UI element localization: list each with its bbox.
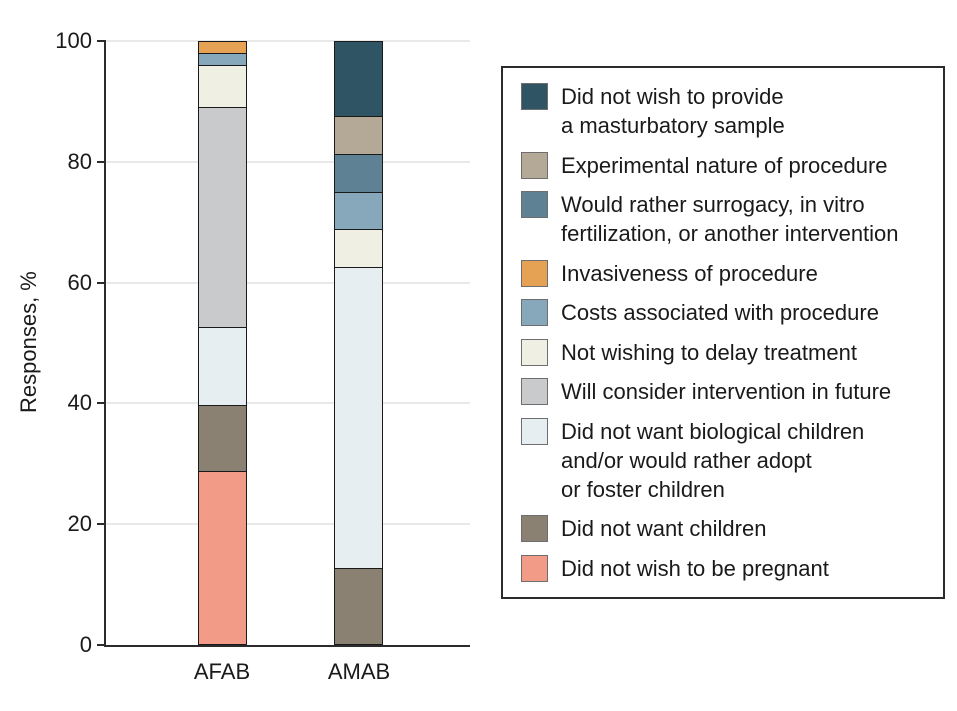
legend-label: Will consider intervention in future bbox=[561, 379, 892, 405]
bar-segment bbox=[199, 108, 246, 328]
legend-item: Did not want biological children and/or … bbox=[521, 417, 925, 504]
plot-area: 0 20 40 60 80 100 bbox=[55, 28, 470, 657]
legend-swatch-masturbatory-sample bbox=[521, 83, 548, 110]
bar-segment bbox=[199, 66, 246, 109]
legend-label: Would rather surrogacy, in vitro fertili… bbox=[561, 192, 899, 247]
legend-swatch-not-pregnant bbox=[521, 554, 548, 582]
legend-label: Invasiveness of procedure bbox=[561, 260, 818, 286]
gridline-80 bbox=[106, 160, 470, 163]
legend-swatch-costs bbox=[521, 299, 548, 327]
bar-segment bbox=[335, 42, 382, 118]
legend-item: Did not wish to provide a masturbatory s… bbox=[521, 82, 925, 140]
y-tick-label-40: 40 bbox=[67, 390, 92, 416]
legend-label: Did not want children bbox=[561, 516, 767, 542]
bar-afab bbox=[198, 41, 247, 645]
legend-item: Did not want children bbox=[521, 514, 925, 543]
y-tick-label-60: 60 bbox=[67, 269, 92, 295]
legend-item: Costs associated with procedure bbox=[521, 298, 925, 327]
y-tick-mark-60 bbox=[97, 281, 106, 284]
gridline-60 bbox=[106, 281, 470, 284]
bar-amab bbox=[334, 41, 383, 645]
y-tick-mark-0 bbox=[97, 644, 106, 646]
bar-segment bbox=[199, 42, 246, 55]
legend-swatch-delay-treatment bbox=[521, 338, 548, 366]
bar-segment bbox=[199, 327, 246, 407]
legend-item: Would rather surrogacy, in vitro fertili… bbox=[521, 190, 925, 248]
legend-label: Did not want biological children and/or … bbox=[561, 418, 865, 502]
bar-segment bbox=[335, 230, 382, 268]
bar-segment bbox=[199, 54, 246, 67]
legend-box: Did not wish to provide a masturbatory s… bbox=[501, 66, 945, 599]
legend-swatch-invasiveness bbox=[521, 259, 548, 287]
bar-segment bbox=[199, 472, 246, 644]
y-tick-mark-40 bbox=[97, 402, 106, 405]
legend-swatch-rather-surrogacy bbox=[521, 191, 548, 219]
legend-label: Experimental nature of procedure bbox=[561, 152, 888, 178]
legend-item: Not wishing to delay treatment bbox=[521, 338, 925, 367]
y-tick-label-80: 80 bbox=[67, 148, 92, 174]
legend-swatch-no-biological-children bbox=[521, 417, 548, 445]
legend-swatch-experimental-nature bbox=[521, 151, 548, 179]
bar-segment bbox=[199, 406, 246, 473]
bar-segment bbox=[335, 568, 382, 644]
y-tick-mark-20 bbox=[97, 523, 106, 526]
y-tick-label-100: 100 bbox=[55, 28, 92, 53]
bar-segment bbox=[335, 192, 382, 231]
x-tick-label-amab: AMAB bbox=[327, 659, 391, 684]
y-axis-line bbox=[104, 41, 106, 647]
legend-label: Did not wish to be pregnant bbox=[561, 555, 829, 581]
legend-swatch-consider-future bbox=[521, 378, 548, 406]
gridline-40 bbox=[106, 402, 470, 405]
x-tick-label-afab: AFAB bbox=[193, 659, 251, 684]
bar-segment bbox=[335, 154, 382, 193]
legend-item: Did not wish to be pregnant bbox=[521, 554, 925, 583]
x-axis-line bbox=[104, 645, 470, 647]
bar-segment bbox=[335, 267, 382, 569]
legend-swatch-no-children bbox=[521, 515, 548, 543]
legend-item: Invasiveness of procedure bbox=[521, 259, 925, 288]
legend-label: Costs associated with procedure bbox=[561, 300, 879, 326]
y-tick-label-0: 0 bbox=[79, 632, 92, 657]
y-tick-mark-100 bbox=[97, 40, 106, 42]
legend-label: Did not wish to provide a masturbatory s… bbox=[561, 84, 785, 138]
legend-item: Will consider intervention in future bbox=[521, 377, 925, 406]
legend-label: Not wishing to delay treatment bbox=[561, 339, 857, 365]
y-tick-mark-80 bbox=[97, 160, 106, 163]
y-tick-label-20: 20 bbox=[67, 511, 92, 537]
bar-segment bbox=[335, 117, 382, 155]
gridline-100 bbox=[106, 40, 470, 42]
legend-item: Experimental nature of procedure bbox=[521, 151, 925, 180]
gridline-20 bbox=[106, 523, 470, 526]
